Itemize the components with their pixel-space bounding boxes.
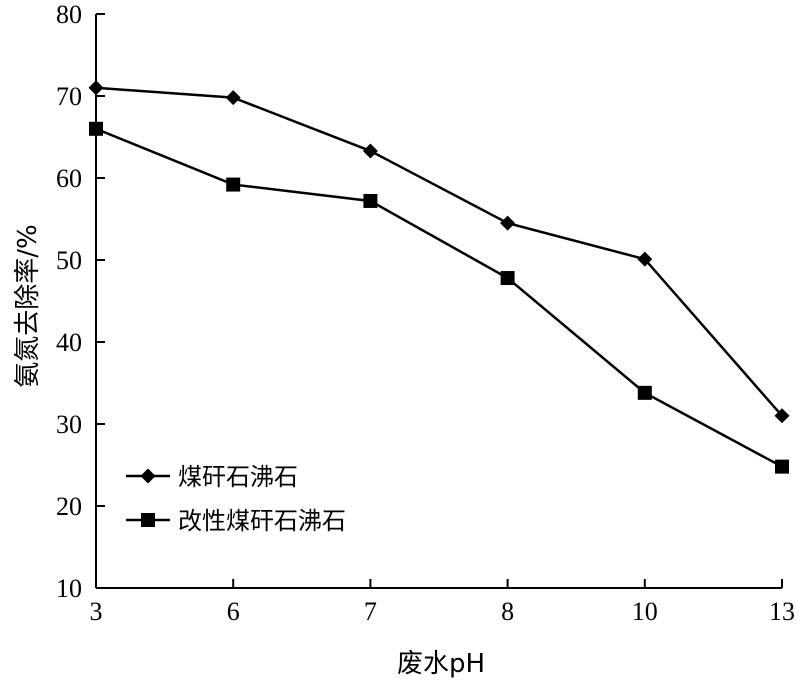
x-tick-label: 8 (501, 597, 514, 626)
x-tick-label: 3 (90, 597, 103, 626)
data-point (226, 177, 241, 192)
data-point (637, 385, 652, 400)
legend-marker (141, 513, 155, 527)
series-layer (88, 80, 790, 474)
y-axis-title: 氨氮去除率/% (13, 224, 43, 387)
data-point (774, 408, 790, 424)
y-tick-label: 60 (56, 164, 82, 193)
y-tick-label: 70 (56, 82, 82, 111)
series-modified-coal-gangue-zeolite (89, 121, 789, 474)
series-coal-gangue-zeolite (88, 80, 790, 424)
x-tick-label: 6 (227, 597, 240, 626)
data-point (500, 215, 516, 231)
series-line (95, 86, 783, 417)
data-point (500, 271, 515, 286)
y-tick-label: 10 (56, 574, 82, 603)
data-point (89, 121, 103, 136)
x-axis-ticks: 3 6 7 8 10 13 (90, 579, 795, 626)
data-point (637, 251, 653, 267)
x-tick-label: 7 (364, 597, 377, 626)
y-tick-label: 40 (56, 328, 82, 357)
y-tick-label: 20 (56, 492, 82, 521)
y-tick-label: 30 (56, 410, 82, 439)
y-tick-label: 80 (56, 0, 82, 29)
axes (95, 14, 782, 589)
data-point (362, 143, 378, 159)
legend-marker (140, 468, 156, 484)
y-tick-label: 50 (56, 246, 82, 275)
x-tick-label: 13 (769, 597, 795, 626)
data-point (363, 193, 378, 208)
data-point (775, 459, 789, 474)
x-tick-label: 10 (632, 597, 658, 626)
x-axis-title: 废水pH (397, 649, 485, 679)
legend-label: 煤矸石沸石 (178, 463, 298, 491)
y-axis-ticks: 10 20 30 40 50 60 70 80 (56, 0, 105, 603)
data-point (225, 90, 241, 106)
data-point (88, 80, 104, 96)
legend-label: 改性煤矸石沸石 (178, 507, 346, 535)
series-line (95, 127, 783, 468)
